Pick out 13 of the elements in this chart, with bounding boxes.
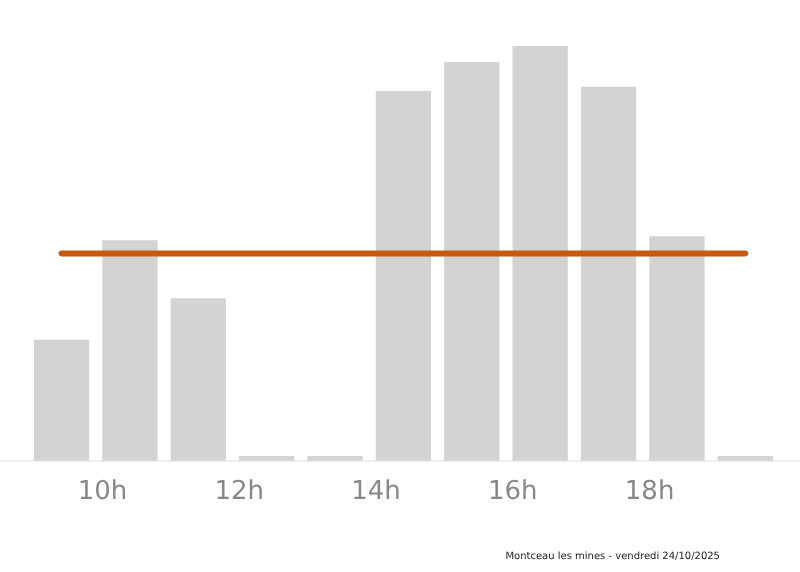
- bar: [33, 339, 90, 461]
- x-tick-label: 18h: [624, 477, 675, 508]
- bar: [580, 86, 637, 461]
- bar: [102, 240, 158, 461]
- x-tick-label: 14h: [351, 477, 401, 508]
- bar: [649, 236, 705, 461]
- x-tick-label: 10h: [77, 477, 128, 508]
- bar: [375, 90, 432, 461]
- bar: [444, 61, 500, 461]
- x-tick-label: 12h: [214, 477, 265, 508]
- bar: [512, 46, 568, 461]
- x-tick-label: 16h: [488, 477, 538, 508]
- bar: [170, 298, 226, 461]
